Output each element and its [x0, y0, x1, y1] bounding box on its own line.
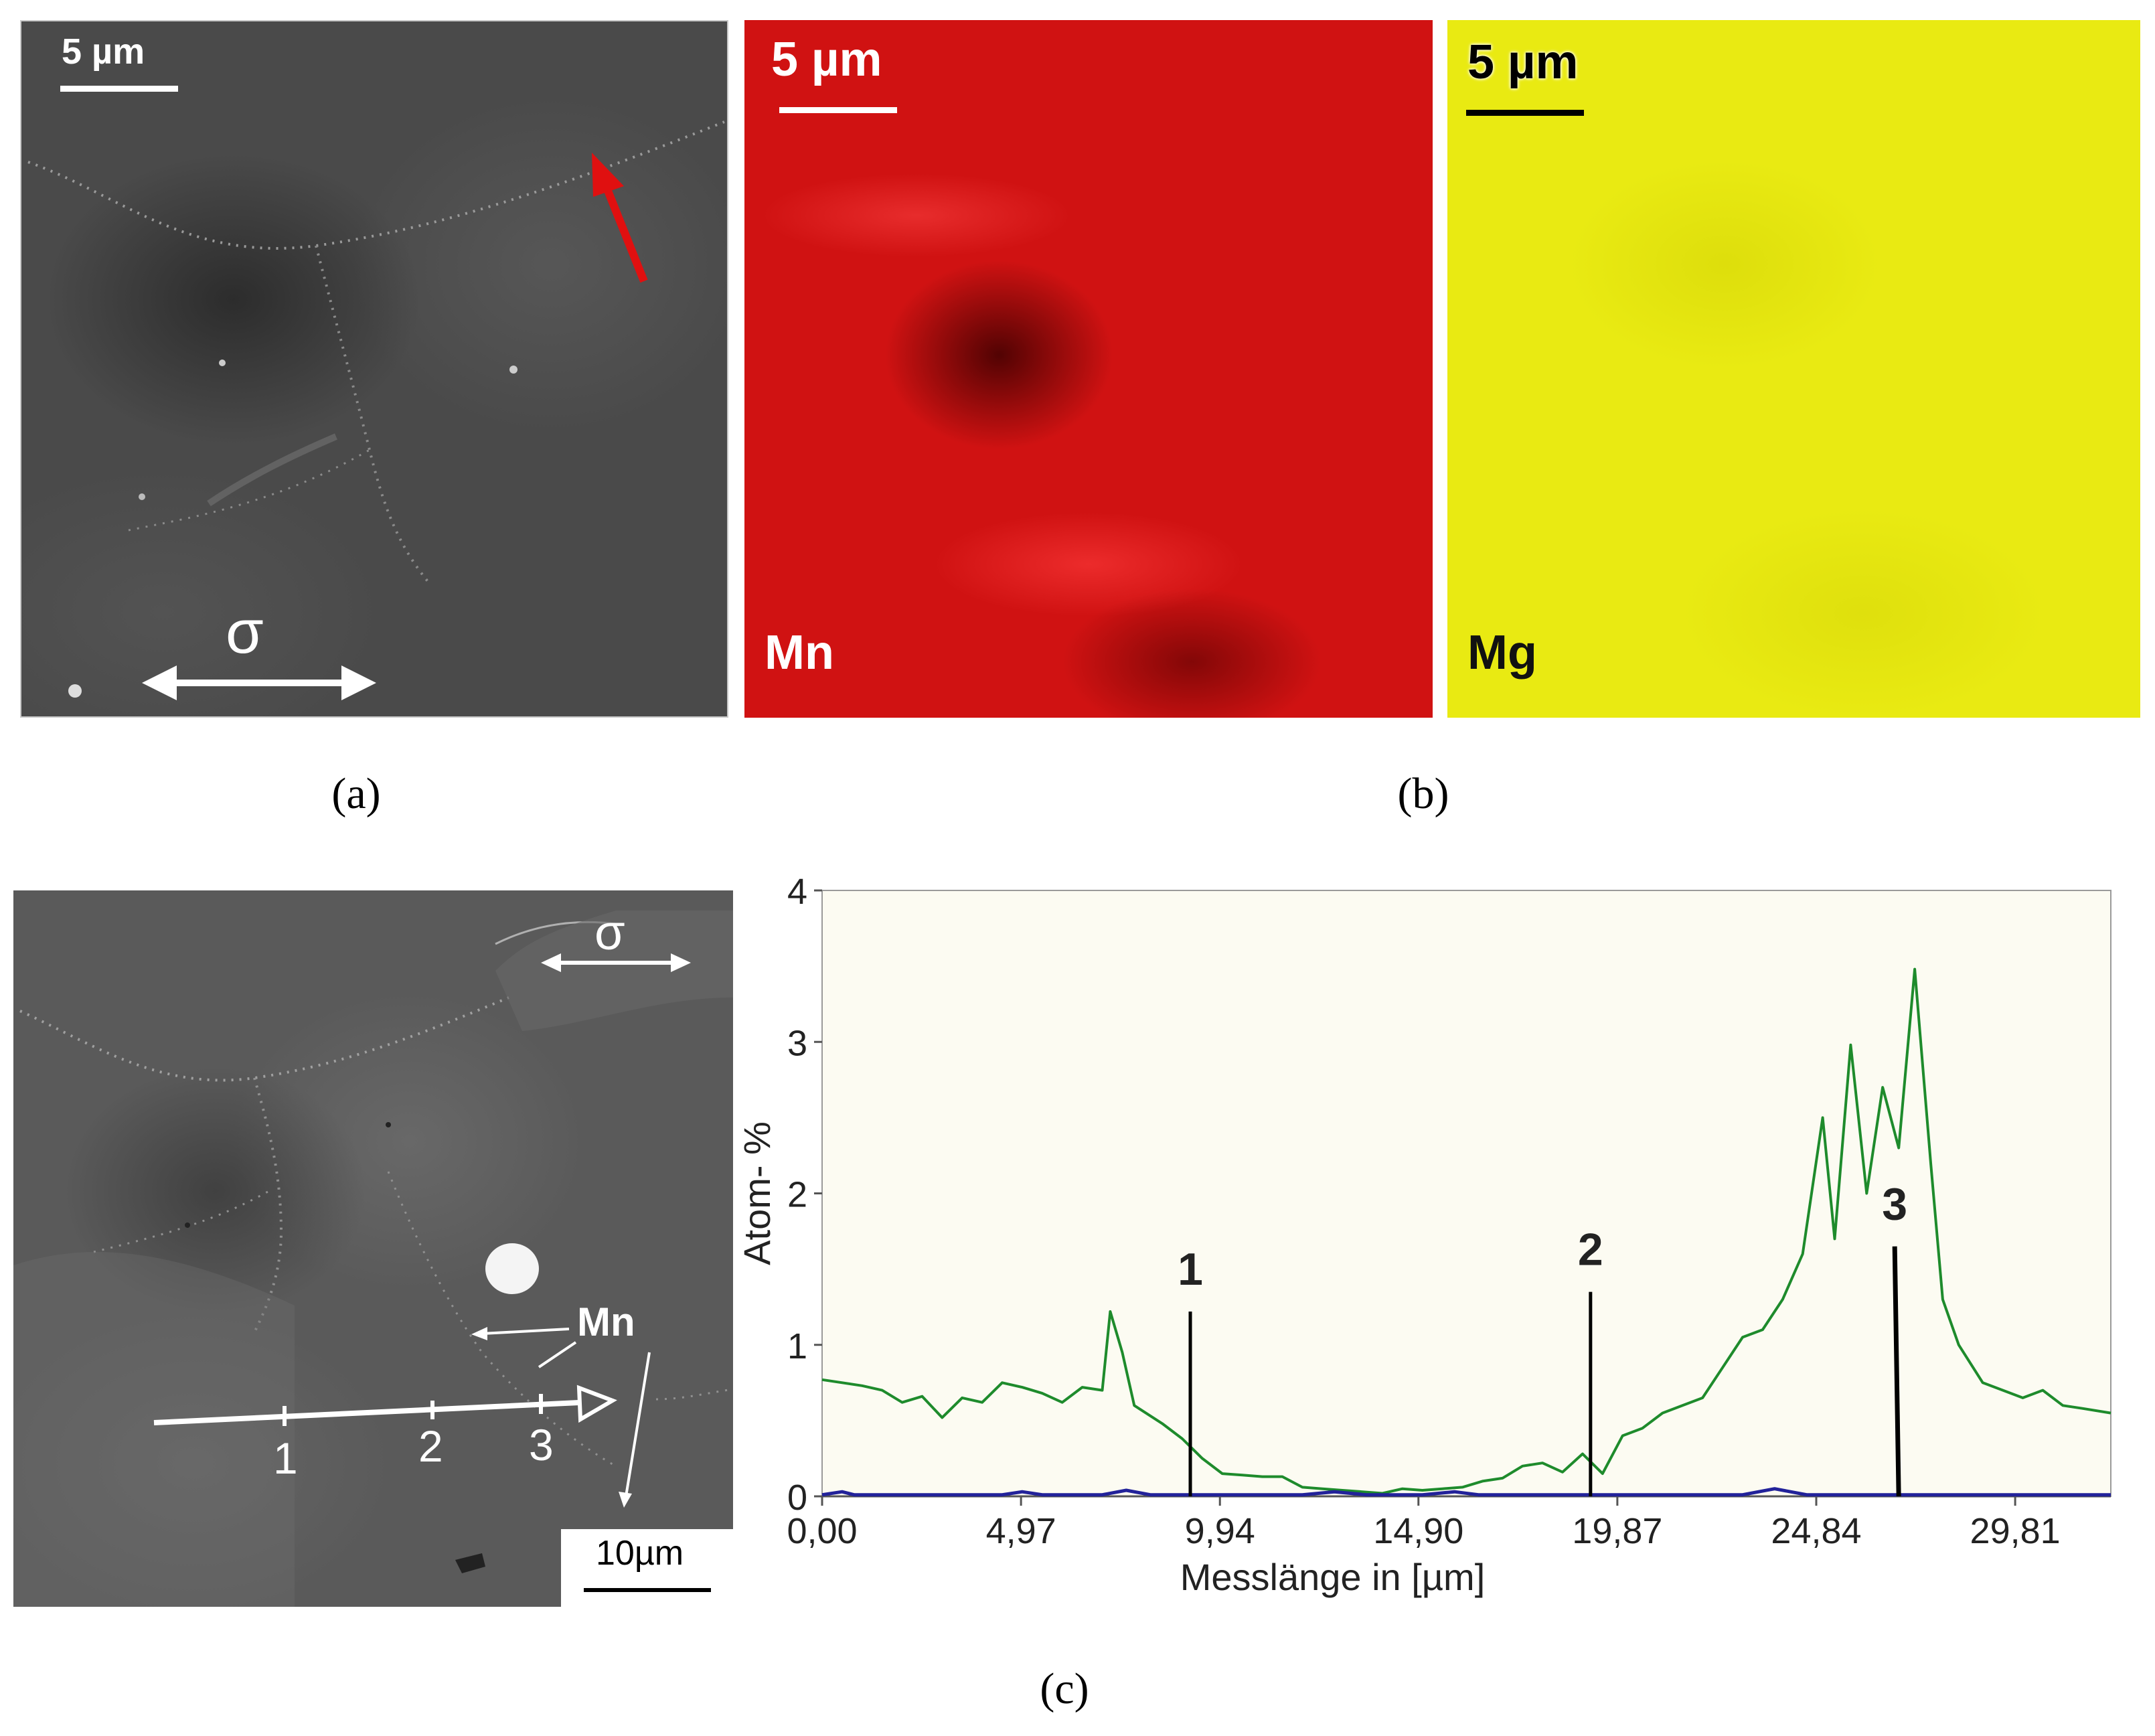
particle — [485, 1243, 539, 1294]
scale-bar-mg — [1466, 110, 1584, 116]
element-label-mn: Mn — [765, 626, 834, 680]
double-arrow-icon-c — [541, 953, 691, 972]
scale-label-c: 10µm — [596, 1534, 684, 1573]
y-tick-label: 2 — [787, 1175, 807, 1215]
y-tick-label: 3 — [787, 1023, 807, 1063]
mn-pointer-arrows — [471, 1327, 651, 1508]
scan-point-1: 1 — [273, 1433, 298, 1483]
y-axis-label: Atom- % — [736, 1121, 778, 1265]
double-arrow-icon — [142, 665, 376, 700]
scale-label-a: 5 µm — [62, 31, 145, 72]
scale-bar-c — [584, 1588, 711, 1592]
series-line-1 — [821, 1487, 2111, 1497]
caption-c: (c) — [1040, 1664, 1089, 1713]
x-tick-label: 4,97 — [986, 1511, 1056, 1551]
x-tick-label: 19,87 — [1572, 1511, 1662, 1551]
red-arrow-icon — [592, 153, 648, 283]
stress-symbol-c: σ — [594, 904, 625, 960]
scale-label-mn: 5 µm — [771, 33, 882, 86]
line-scan-chart: 0 1 2 3 4 0,00 4,97 9,94 14,90 19,87 24,84 29,81 Mes… — [736, 872, 2111, 1598]
marker-label-3: 3 — [1882, 1179, 1907, 1230]
x-axis-label: Messlänge in [µm] — [1180, 1556, 1486, 1598]
plot-area — [821, 890, 2111, 1497]
x-tick-label: 9,94 — [1185, 1511, 1255, 1551]
series-line-0 — [821, 967, 2111, 1495]
marker-label-1: 1 — [1178, 1244, 1203, 1295]
line-scan-arrow — [153, 1385, 617, 1426]
scale-label-mg: 5 µm — [1467, 35, 1579, 89]
caption-a: (a) — [331, 769, 381, 818]
mn-label-c: Mn — [577, 1299, 635, 1344]
stress-symbol-a: σ — [226, 598, 264, 666]
element-label-mg: Mg — [1467, 626, 1537, 680]
x-tick-label: 0,00 — [787, 1511, 857, 1551]
sem-image-c: σ Mn 1 2 3 10µm — [13, 890, 733, 1607]
mg-map: 5 µm Mg — [1447, 20, 2140, 718]
y-tick-label: 4 — [787, 872, 807, 912]
x-tick-label: 29,81 — [1970, 1511, 2061, 1551]
marker-label-2: 2 — [1578, 1225, 1603, 1275]
scale-bar-mn — [779, 107, 897, 113]
x-tick-label: 14,90 — [1373, 1511, 1463, 1551]
marker-line-3 — [1892, 1246, 1901, 1497]
scan-point-3: 3 — [529, 1420, 554, 1470]
y-tick-label: 0 — [787, 1478, 807, 1518]
grain-boundaries-c — [13, 911, 733, 1607]
scan-point-2: 2 — [418, 1421, 443, 1471]
x-tick-label: 24,84 — [1771, 1511, 1861, 1551]
grain-boundaries-a — [27, 121, 725, 698]
mn-map: 5 µm Mn — [744, 20, 1433, 718]
y-tick-label: 1 — [787, 1326, 807, 1366]
scale-box-c: 10µm — [561, 1529, 733, 1607]
caption-b: (b) — [1397, 769, 1449, 818]
sem-image-a: 5 µm σ — [20, 20, 728, 718]
scale-bar-a — [60, 86, 178, 92]
